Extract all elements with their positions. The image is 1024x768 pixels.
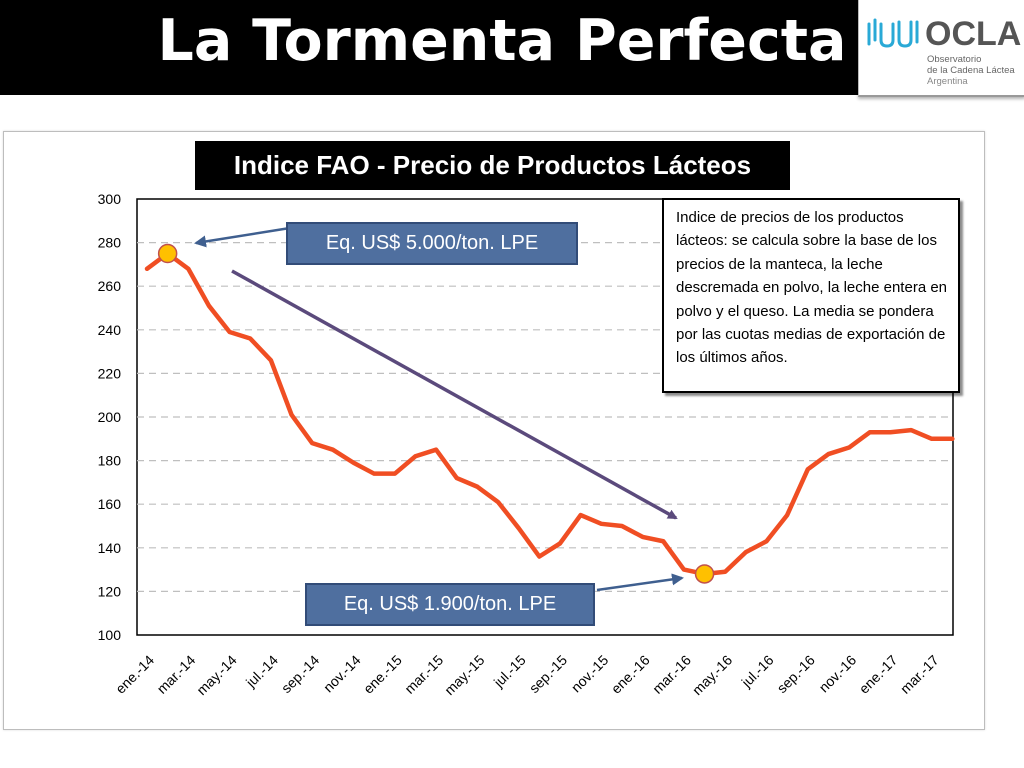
x-tick-label: nov.-14 <box>320 652 364 696</box>
y-tick-label: 220 <box>98 365 122 381</box>
index-note: Indice de precios de los productos lácte… <box>662 198 960 393</box>
highlight-marker <box>157 243 178 264</box>
y-tick-label: 300 <box>98 191 122 207</box>
low-callout-arrow <box>596 573 684 592</box>
y-tick-label: 160 <box>98 496 122 512</box>
logo-line1: Observatorio <box>927 54 981 65</box>
x-tick-label: sep.-14 <box>278 652 322 696</box>
x-tick-label: sep.-16 <box>774 652 818 696</box>
high-price-callout: Eq. US$ 5.000/ton. LPE <box>286 222 578 265</box>
x-tick-label: sep.-15 <box>526 652 570 696</box>
y-tick-label: 120 <box>98 583 122 599</box>
x-tick-label: jul.-16 <box>738 652 777 691</box>
x-tick-label: nov.-16 <box>816 652 860 696</box>
logo-brand: OCLA <box>925 15 1021 53</box>
y-tick-label: 140 <box>98 540 122 556</box>
x-tick-label: ene.-14 <box>112 652 157 697</box>
low-price-callout: Eq. US$ 1.900/ton. LPE <box>305 583 595 626</box>
x-tick-label: jul.-14 <box>242 652 281 691</box>
x-tick-label: nov.-15 <box>568 652 612 696</box>
series-line <box>144 251 955 577</box>
y-tick-label: 280 <box>98 235 122 251</box>
slide-title: La Tormenta Perfecta <box>157 8 847 74</box>
y-tick-label: 240 <box>98 322 122 338</box>
logo-line2: de la Cadena Láctea <box>927 65 1015 76</box>
y-tick-label: 200 <box>98 409 122 425</box>
y-tick-label: 100 <box>98 627 122 643</box>
x-tick-label: may.-16 <box>689 652 735 698</box>
chart-title-box: Indice FAO - Precio de Productos Lácteos <box>195 141 790 190</box>
x-tick-label: mar.-16 <box>649 652 694 697</box>
x-tick-label: ene.-15 <box>360 652 405 697</box>
chart-title: Indice FAO - Precio de Productos Lácteos <box>233 150 752 180</box>
x-tick-label: mar.-15 <box>401 652 446 697</box>
ocla-logo-mark: OCLA Observatorio de la Cadena Láctea Ar… <box>867 15 1021 87</box>
x-tick-label: mar.-14 <box>154 652 199 697</box>
highlight-marker <box>694 564 715 584</box>
x-tick-label: may.-15 <box>441 652 487 698</box>
x-tick-label: mar.-17 <box>897 652 942 697</box>
trend-arrow <box>231 269 678 520</box>
x-tick-label: ene.-17 <box>856 652 901 697</box>
logo-line3: Argentina <box>927 76 968 87</box>
x-tick-label: may.-14 <box>193 652 239 698</box>
x-tick-label: ene.-16 <box>608 652 653 697</box>
ocla-logo: OCLA Observatorio de la Cadena Láctea Ar… <box>858 0 1024 97</box>
x-tick-label: jul.-15 <box>490 652 529 691</box>
y-tick-label: 260 <box>98 278 122 294</box>
high-callout-arrow <box>194 226 291 248</box>
header-bar <box>0 0 858 95</box>
y-tick-label: 180 <box>98 453 122 469</box>
